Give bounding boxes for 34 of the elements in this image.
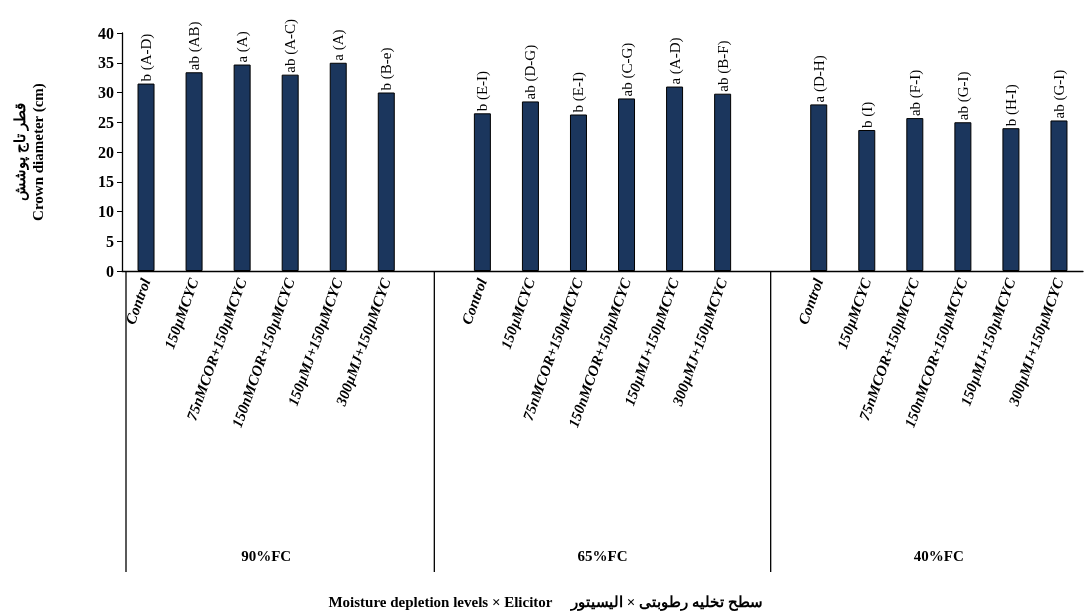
y-tick-label: 30 <box>98 84 114 101</box>
data-label: a (D-H) <box>810 55 828 103</box>
data-label: a (A-D) <box>666 37 684 85</box>
data-label: ab (D-G) <box>522 44 540 100</box>
data-label: b (B-e) <box>378 47 396 91</box>
y-tick-label: 35 <box>98 54 114 72</box>
y-tick-label: 20 <box>98 143 114 161</box>
data-label: a (A) <box>330 29 348 61</box>
text: 90%FC <box>241 548 292 564</box>
data-label: ab (G-I) <box>954 71 972 121</box>
data-label: ab (G-I) <box>1050 69 1068 119</box>
x-tick-label: Control <box>122 275 154 327</box>
text: 65%FC <box>577 548 628 564</box>
text: 40%FC <box>913 548 964 564</box>
data-label: ab (A-C) <box>282 18 300 73</box>
data-label: b (E-I) <box>474 70 492 112</box>
data-label: b (I) <box>858 101 876 128</box>
data-label: ab (F-I) <box>906 69 924 117</box>
y-tick-label: 25 <box>98 113 114 131</box>
data-label: b (A-D) <box>138 33 156 82</box>
y-tick-label: 5 <box>106 232 114 250</box>
y-tick-label: 0 <box>106 262 114 280</box>
data-label: ab (B-F) <box>714 40 732 92</box>
data-label: ab (C-G) <box>618 42 636 97</box>
y-tick-label: 15 <box>98 173 114 191</box>
data-label: b (H-I) <box>1002 84 1020 127</box>
text: Moisture depletion levels × Elicitor سطح تخلیه رطوبتی × الیسیتور <box>328 594 763 611</box>
data-label: b (E-I) <box>570 72 588 113</box>
y-tick-label: 10 <box>98 203 114 220</box>
data-label: ab (AB) <box>186 21 204 71</box>
x-tick-label: Control <box>458 275 491 327</box>
x-tick-label: Control <box>794 275 827 327</box>
data-label: a (A) <box>234 31 252 63</box>
y-tick-label: 40 <box>98 24 114 42</box>
